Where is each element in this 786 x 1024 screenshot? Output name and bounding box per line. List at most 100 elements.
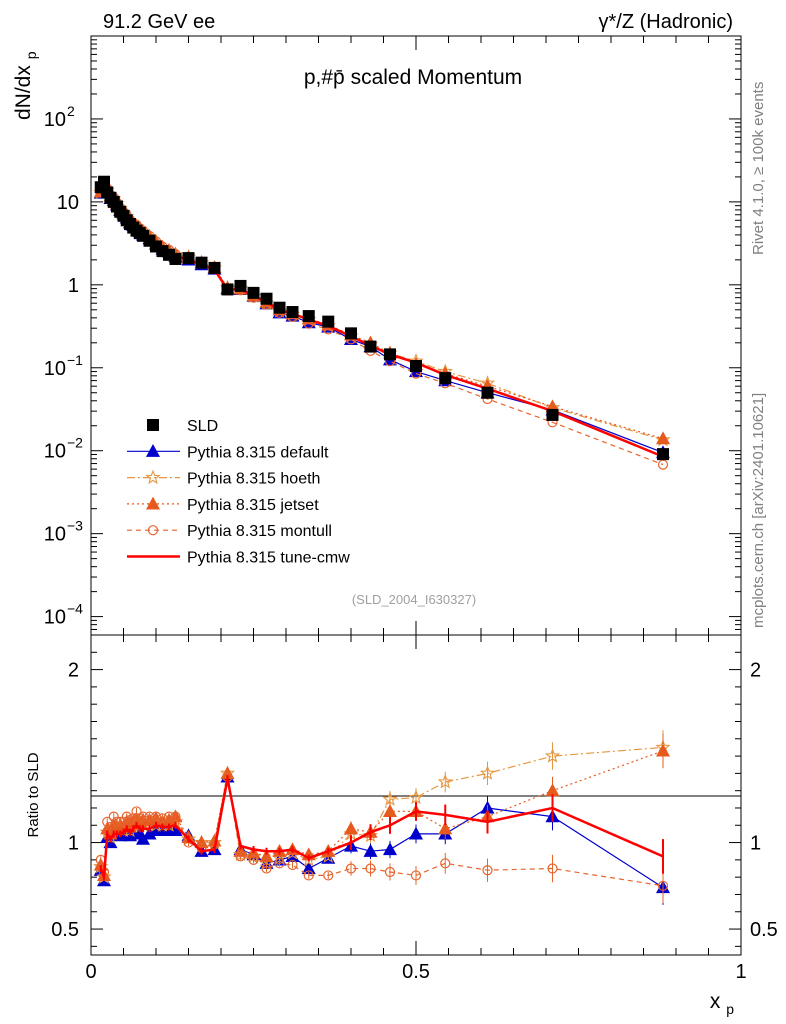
ratio-point-montull — [163, 811, 175, 822]
ratio-point-jetset — [438, 821, 453, 835]
legend-label: Pythia 8.315 tune-cmw — [187, 550, 350, 567]
main-y-label-text: dN/dx — [12, 65, 35, 120]
data-point-sld — [234, 279, 247, 292]
ratio-point-montull — [384, 866, 396, 878]
legend-marker — [147, 525, 159, 536]
series-point-montull — [657, 459, 669, 470]
series-line-hoeth — [100, 189, 664, 441]
data-point-sld — [546, 408, 559, 421]
ratio-y-tick-label-right: 1 — [750, 833, 761, 855]
data-point-sld — [439, 372, 452, 385]
ratio-point-montull — [248, 854, 259, 865]
subscript: p — [726, 1001, 734, 1017]
ratio-line-tune-cmw — [99, 778, 664, 878]
data-point-sld — [384, 348, 396, 361]
y-tick-exponent: −4 — [67, 601, 83, 617]
ratio-point-montull — [137, 811, 149, 822]
ratio-point-jetset — [655, 743, 671, 757]
data-point-sld — [260, 292, 273, 305]
data-point-sld — [322, 315, 335, 328]
header-energy: 91.2 GeV ee — [103, 11, 215, 33]
data-point-sld — [182, 252, 195, 265]
ratio-line-montull — [100, 776, 664, 887]
legend: SLD Pythia 8.315 default Pythia 8.315 hoet… — [127, 418, 350, 567]
main-series-layer — [93, 181, 671, 470]
ratio-y-axis-label: Ratio to SLD — [25, 752, 42, 837]
data-point-sld — [169, 252, 182, 265]
y-tick-base: 10 — [44, 358, 66, 380]
ratio-point-montull — [547, 863, 558, 874]
data-point-sld — [221, 283, 234, 296]
ratio-point-jetset — [259, 849, 274, 863]
ratio-point-default — [301, 861, 316, 875]
legend-label: Pythia 8.315 montull — [187, 523, 332, 540]
legend-label: Pythia 8.315 default — [187, 444, 329, 461]
ratio-y-tick-label: 2 — [68, 660, 79, 682]
ratio-point-montull — [287, 859, 298, 871]
ratio-point-default — [382, 842, 398, 856]
y-tick-label: 10−4 — [44, 601, 83, 629]
series-line-tune-cmw — [100, 189, 664, 458]
ratio-point-montull — [157, 813, 168, 824]
x-tick-label: 0 — [85, 961, 96, 983]
y-tick-label: 10−2 — [44, 435, 83, 463]
data-point-sld — [657, 448, 669, 461]
x-tick-label: 0.5 — [402, 961, 430, 983]
ratio-point-hoeth — [544, 748, 561, 763]
y-tick-base: 10 — [44, 524, 66, 546]
main-y-axis-label: dN/dx p — [12, 51, 39, 120]
data-point-sld — [273, 301, 286, 314]
data-point-sld — [98, 175, 110, 188]
analysis-watermark: (SLD_2004_I630327) — [352, 592, 476, 607]
y-tick-label: 10 — [57, 192, 79, 214]
chart-title: p,#p̄ scaled Momentum — [304, 66, 522, 89]
ratio-point-montull — [118, 816, 129, 827]
mcplots-label: mcplots.cern.ch [arXiv:2401.10621] — [750, 393, 767, 628]
ratio-y-ticks: 0.5 0.5 1 1 2 2 — [51, 634, 778, 947]
data-point-sld — [286, 306, 299, 319]
y-tick-exponent: −1 — [67, 352, 83, 368]
ratio-point-jetset — [382, 804, 398, 818]
ratio-point-jetset — [343, 821, 359, 835]
y-tick-exponent: −3 — [67, 518, 83, 534]
y-tick-label: 10−3 — [44, 518, 83, 546]
ratio-point-hoeth — [437, 774, 453, 789]
series-point-jetset — [655, 431, 671, 445]
y-tick-label: 102 — [44, 103, 75, 131]
ratio-y-tick-label: 1 — [68, 833, 79, 855]
data-point-sld — [195, 256, 208, 269]
data-point-sld — [302, 310, 315, 323]
series-line-default — [100, 189, 664, 454]
ratio-point-montull — [365, 863, 376, 874]
data-point-sld — [247, 286, 260, 299]
ratio-point-montull — [274, 858, 285, 869]
ratio-point-hoeth — [479, 765, 496, 780]
sld-data-layer — [94, 175, 669, 461]
ratio-point-montull — [170, 811, 181, 822]
x-axis-label: x p — [710, 990, 734, 1017]
ratio-point-montull — [111, 816, 123, 827]
ratio-x-ticks: 0 0.5 1 — [85, 635, 747, 983]
ratio-point-montull — [144, 811, 155, 822]
ratio-point-montull — [108, 811, 119, 822]
data-point-sld — [481, 386, 494, 399]
ratio-y-tick-label-right: 2 — [750, 660, 761, 682]
header-process: γ*/Z (Hadronic) — [599, 11, 733, 33]
ratio-point-montull — [121, 811, 132, 822]
data-point-sld — [345, 327, 357, 340]
y-tick-base: 10 — [44, 441, 66, 463]
series-line-jetset — [100, 188, 664, 440]
y-tick-exponent: 2 — [67, 103, 75, 119]
legend-label: SLD — [187, 418, 218, 435]
ratio-point-montull — [105, 821, 116, 833]
ratio-point-montull — [657, 880, 669, 891]
y-tick-base: 10 — [44, 109, 66, 131]
ratio-y-tick-label: 0.5 — [51, 919, 79, 941]
x-axis-label-text: x — [710, 990, 721, 1013]
legend-marker — [145, 469, 161, 485]
legend-marker — [145, 444, 161, 457]
ratio-point-montull — [235, 851, 246, 862]
ratio-point-montull — [482, 865, 493, 876]
